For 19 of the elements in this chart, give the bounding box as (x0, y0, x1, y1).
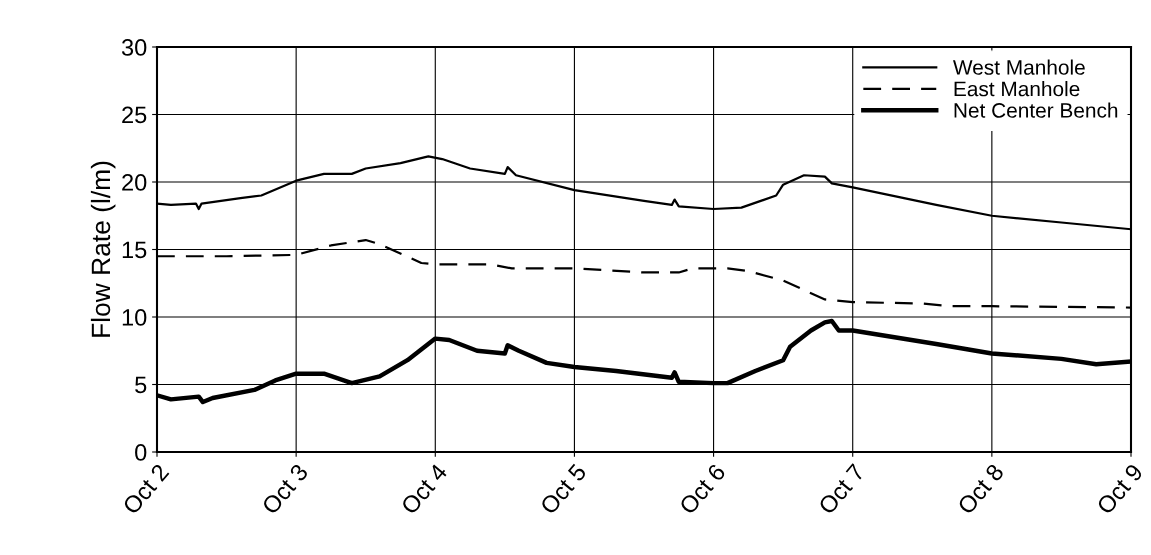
legend-label: East Manhole (954, 81, 1080, 97)
x-tick-label: Oct 7 (817, 463, 866, 516)
x-tick-label: Oct 9 (1095, 462, 1144, 516)
legend-label: Net Center Bench (954, 102, 1118, 118)
x-tick-label: Oct 4 (400, 462, 449, 516)
x-tick-label: Oct 2 (121, 463, 170, 516)
y-tick-label: 10 (122, 309, 147, 326)
y-tick-label: 25 (122, 106, 147, 124)
y-tick-label: 15 (122, 241, 147, 259)
x-tick-label: Oct 3 (261, 462, 309, 516)
y-tick-label: 30 (121, 39, 147, 56)
x-tick-label: Oct 6 (678, 462, 727, 516)
y-tick-label: 0 (135, 444, 147, 461)
x-tick-label: Oct 8 (956, 462, 1005, 516)
x-tick-label: Oct 5 (539, 462, 588, 516)
y-axis-title: Flow Rate (l/m) (90, 161, 116, 337)
y-tick-label: 5 (135, 376, 147, 394)
y-tick-label: 20 (122, 174, 147, 191)
legend-label: West Manhole (953, 59, 1085, 75)
